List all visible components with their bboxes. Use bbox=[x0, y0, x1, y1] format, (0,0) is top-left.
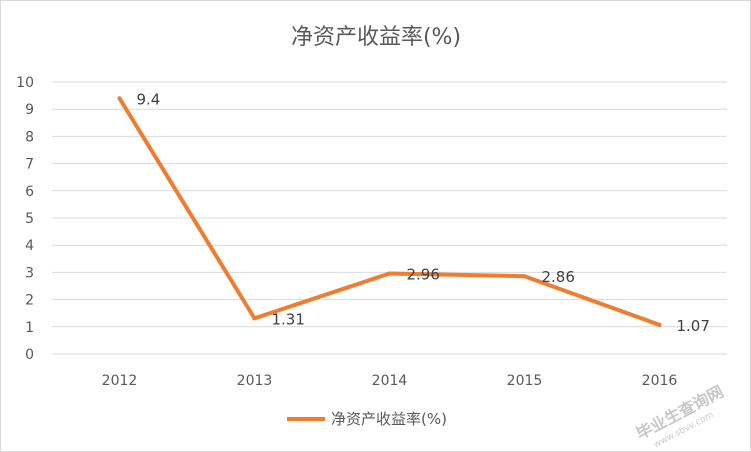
y-tick-label: 2 bbox=[25, 293, 34, 309]
y-tick-label: 6 bbox=[25, 184, 34, 200]
x-tick-label: 2016 bbox=[642, 373, 678, 389]
x-tick-label: 2012 bbox=[102, 373, 138, 389]
data-point bbox=[657, 322, 662, 327]
y-tick-label: 9 bbox=[25, 102, 34, 118]
data-label: 9.4 bbox=[137, 90, 161, 108]
grid-lines bbox=[52, 81, 727, 355]
y-axis: 0 1 2 3 4 5 6 7 8 9 10 bbox=[16, 75, 34, 363]
data-label: 2.96 bbox=[407, 265, 440, 283]
y-tick-label: 4 bbox=[25, 238, 34, 254]
data-point bbox=[387, 271, 392, 276]
legend-label: 净资产收益率(%) bbox=[331, 410, 447, 428]
watermark: 毕业生查询网 www.sbvv.com bbox=[633, 382, 727, 451]
x-tick-label: 2013 bbox=[237, 373, 273, 389]
data-point bbox=[117, 96, 122, 101]
y-tick-label: 3 bbox=[25, 265, 34, 281]
y-tick-label: 0 bbox=[25, 347, 34, 363]
series-line bbox=[117, 96, 662, 327]
x-tick-label: 2014 bbox=[372, 373, 408, 389]
data-label: 2.86 bbox=[542, 268, 575, 286]
legend: 净资产收益率(%) bbox=[287, 410, 447, 428]
data-point bbox=[252, 316, 257, 321]
data-point bbox=[522, 274, 527, 279]
y-tick-label: 1 bbox=[25, 320, 34, 336]
y-tick-label: 7 bbox=[25, 157, 34, 173]
data-label: 1.31 bbox=[272, 310, 305, 328]
data-labels: 9.4 1.31 2.96 2.86 1.07 bbox=[137, 90, 710, 335]
x-axis: 2012 2013 2014 2015 2016 bbox=[102, 373, 678, 389]
chart-title: 净资产收益率(%) bbox=[291, 25, 461, 50]
y-tick-label: 5 bbox=[25, 211, 34, 227]
series-polyline bbox=[117, 96, 662, 327]
y-tick-label: 10 bbox=[16, 75, 34, 91]
x-tick-label: 2015 bbox=[507, 373, 543, 389]
y-tick-label: 8 bbox=[25, 129, 34, 145]
data-label: 1.07 bbox=[677, 317, 710, 335]
